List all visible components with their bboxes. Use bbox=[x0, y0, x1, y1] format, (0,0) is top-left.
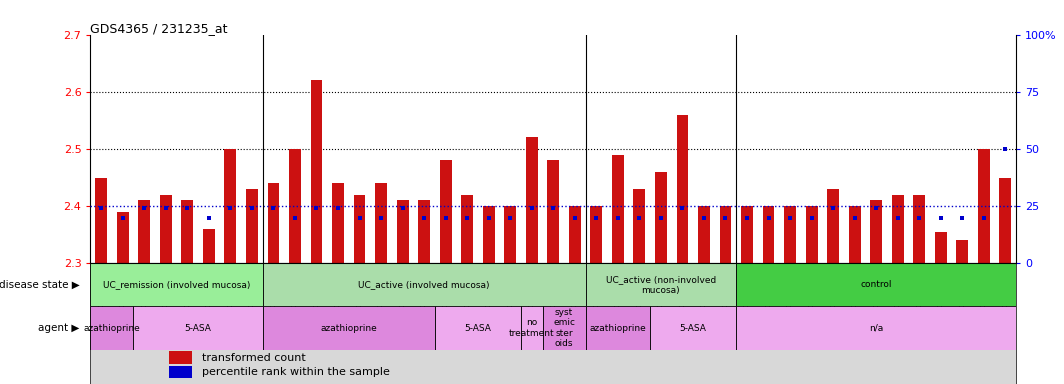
Bar bbox=[521, 306, 543, 350]
Text: 5-ASA: 5-ASA bbox=[465, 324, 492, 333]
Bar bbox=[90, 263, 1016, 384]
Text: azathioprine: azathioprine bbox=[589, 324, 646, 333]
Bar bbox=[504, 206, 516, 263]
Text: percentile rank within the sample: percentile rank within the sample bbox=[201, 367, 389, 377]
Text: syst
emic
ster
oids: syst emic ster oids bbox=[553, 308, 575, 348]
Bar bbox=[655, 172, 667, 263]
Bar bbox=[650, 306, 736, 350]
Bar bbox=[999, 177, 1011, 263]
Bar bbox=[585, 263, 736, 306]
Bar bbox=[203, 229, 215, 263]
Bar bbox=[736, 306, 1016, 350]
Bar bbox=[263, 306, 435, 350]
Text: control: control bbox=[861, 280, 892, 290]
Text: UC_remission (involved mucosa): UC_remission (involved mucosa) bbox=[103, 280, 250, 290]
Bar bbox=[117, 212, 129, 263]
Bar bbox=[169, 366, 193, 378]
Bar bbox=[225, 149, 236, 263]
Bar bbox=[978, 149, 990, 263]
Bar bbox=[332, 183, 344, 263]
Bar bbox=[376, 183, 387, 263]
Bar bbox=[742, 206, 753, 263]
Bar bbox=[133, 306, 263, 350]
Bar bbox=[353, 195, 365, 263]
Bar bbox=[160, 195, 171, 263]
Bar bbox=[612, 155, 624, 263]
Bar bbox=[483, 206, 495, 263]
Bar bbox=[677, 114, 688, 263]
Text: UC_active (involved mucosa): UC_active (involved mucosa) bbox=[359, 280, 489, 290]
Bar bbox=[169, 351, 193, 364]
Bar bbox=[246, 189, 257, 263]
Text: azathioprine: azathioprine bbox=[84, 324, 140, 333]
Bar bbox=[935, 232, 947, 263]
Bar bbox=[96, 177, 107, 263]
Bar bbox=[267, 183, 280, 263]
Bar bbox=[719, 206, 731, 263]
Bar bbox=[397, 200, 409, 263]
Bar bbox=[827, 189, 839, 263]
Bar bbox=[849, 206, 861, 263]
Text: 5-ASA: 5-ASA bbox=[680, 324, 706, 333]
Bar bbox=[870, 200, 882, 263]
Bar bbox=[913, 195, 926, 263]
Bar bbox=[543, 306, 585, 350]
Text: GDS4365 / 231235_at: GDS4365 / 231235_at bbox=[90, 22, 228, 35]
Bar bbox=[805, 206, 817, 263]
Bar bbox=[892, 195, 903, 263]
Bar bbox=[439, 161, 451, 263]
Bar bbox=[585, 306, 650, 350]
Bar bbox=[547, 161, 560, 263]
Bar bbox=[181, 200, 194, 263]
Text: disease state ▶: disease state ▶ bbox=[0, 280, 80, 290]
Bar bbox=[418, 200, 430, 263]
Bar bbox=[435, 306, 521, 350]
Bar bbox=[784, 206, 796, 263]
Bar bbox=[90, 263, 263, 306]
Text: no
treatment: no treatment bbox=[509, 318, 554, 338]
Bar bbox=[526, 137, 537, 263]
Bar bbox=[736, 263, 1016, 306]
Bar bbox=[289, 149, 301, 263]
Bar bbox=[90, 306, 133, 350]
Bar bbox=[591, 206, 602, 263]
Bar bbox=[311, 80, 322, 263]
Bar bbox=[633, 189, 645, 263]
Text: UC_active (non-involved
mucosa): UC_active (non-involved mucosa) bbox=[605, 275, 716, 295]
Bar bbox=[698, 206, 710, 263]
Bar bbox=[957, 240, 968, 263]
Text: transformed count: transformed count bbox=[201, 353, 305, 363]
Bar bbox=[263, 263, 585, 306]
Text: 5-ASA: 5-ASA bbox=[185, 324, 212, 333]
Bar bbox=[569, 206, 581, 263]
Text: azathioprine: azathioprine bbox=[320, 324, 377, 333]
Bar bbox=[138, 200, 150, 263]
Bar bbox=[462, 195, 473, 263]
Text: n/a: n/a bbox=[869, 324, 883, 333]
Text: agent ▶: agent ▶ bbox=[38, 323, 80, 333]
Bar bbox=[763, 206, 775, 263]
